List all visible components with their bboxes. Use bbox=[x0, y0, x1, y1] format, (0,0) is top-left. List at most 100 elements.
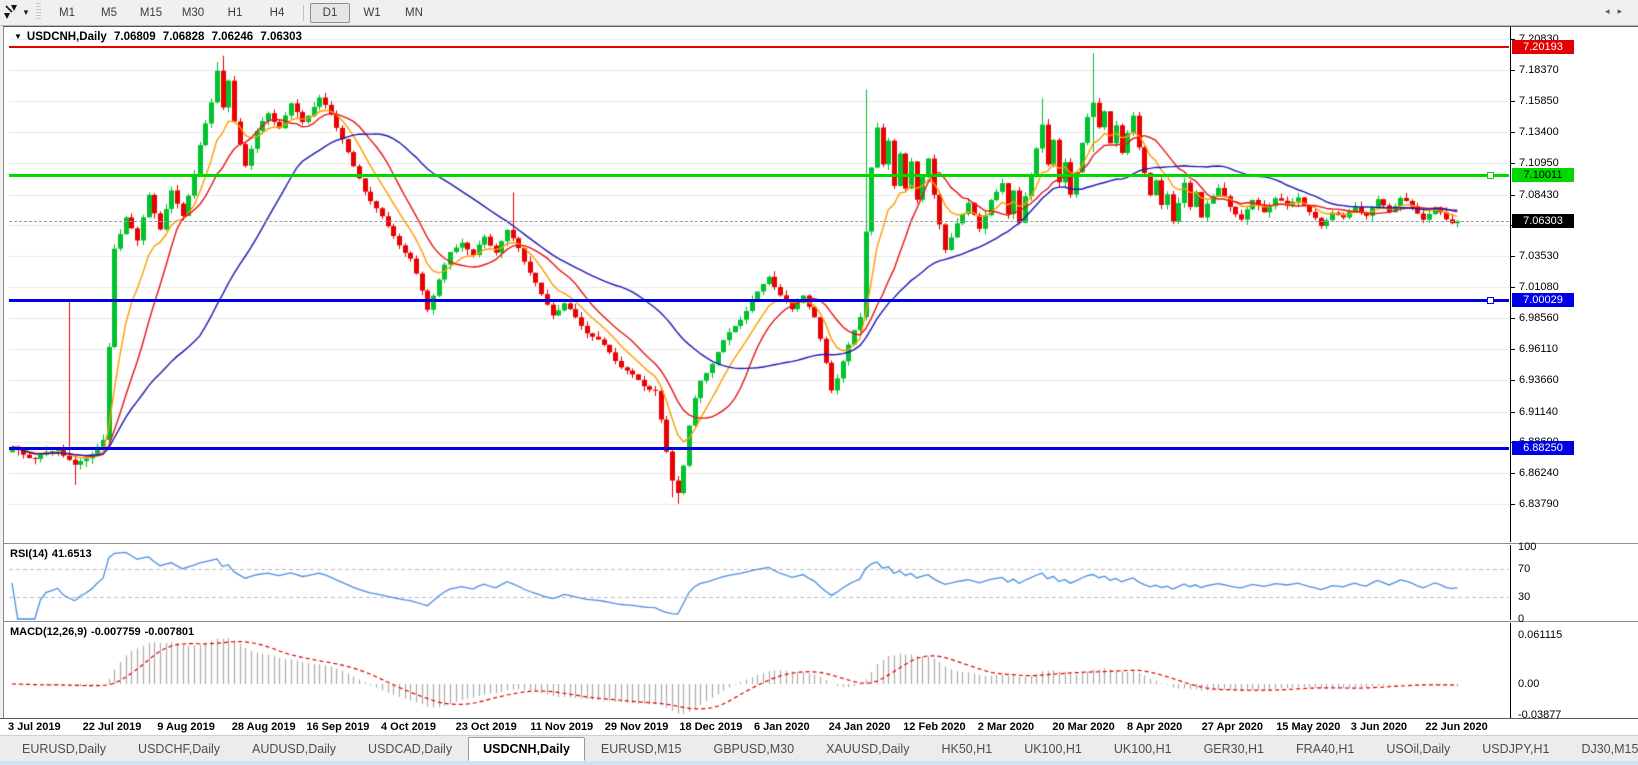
date-label-9: 29 Nov 2019 bbox=[604, 721, 669, 733]
timeframe-button-group: M1 M5 M15 M30 H1 H4 D1 W1 MN bbox=[46, 1, 435, 24]
chart-tab-audusd-daily[interactable]: AUDUSD,Daily bbox=[252, 741, 337, 756]
timeframe-button-W1[interactable]: W1 bbox=[363, 6, 381, 19]
hline-6.88250[interactable] bbox=[9, 446, 1509, 450]
chart-tab-bar: EURUSD,Daily USDCHF,Daily AUDUSD,Daily USDC… bbox=[0, 735, 1638, 761]
chevron-down-icon[interactable]: ▼ bbox=[22, 8, 30, 17]
date-label-19: 3 Jun 2020 bbox=[1350, 721, 1408, 733]
panel-separator[interactable] bbox=[4, 620, 1638, 623]
macd-indicator-label: MACD(12,26,9) -0.007759 -0.007801 bbox=[10, 626, 198, 638]
chart-tab-usdcad-daily[interactable]: USDCAD,Daily bbox=[368, 741, 453, 756]
hline-7.00029[interactable] bbox=[9, 299, 1509, 303]
date-label-18: 15 May 2020 bbox=[1276, 721, 1341, 733]
chart-tab-usdjpy-h1[interactable]: USDJPY,H1 bbox=[1482, 741, 1550, 756]
main-price-plot[interactable]: ▼ USDCNH,Daily 7.06809 7.06828 7.06246 7.… bbox=[4, 27, 1638, 543]
date-label-5: 16 Sep 2019 bbox=[306, 721, 370, 733]
price-tick-label: 7.15850 bbox=[1519, 95, 1559, 108]
tab-scroll-left-icon[interactable]: ◂ bbox=[1604, 6, 1618, 16]
chart-tab-usoil-daily[interactable]: USOil,Daily bbox=[1386, 741, 1451, 756]
price-tick-mark bbox=[1511, 318, 1515, 320]
rsi-canvas[interactable] bbox=[9, 545, 1509, 621]
hline-handle-7.10011[interactable] bbox=[1487, 171, 1494, 179]
chart-tab-hk50-h1[interactable]: HK50,H1 bbox=[941, 741, 993, 756]
price-tick-label: 7.18370 bbox=[1519, 63, 1559, 76]
price-tick-mark bbox=[1511, 162, 1515, 164]
price-tick-label: 6.96110 bbox=[1519, 343, 1558, 356]
price-tick-mark bbox=[1511, 256, 1515, 258]
date-label-14: 2 Mar 2020 bbox=[977, 721, 1035, 733]
macd-canvas[interactable] bbox=[9, 623, 1509, 718]
toolbar-grip-handle[interactable] bbox=[36, 3, 41, 21]
chart-tab-fra40-h1[interactable]: FRA40,H1 bbox=[1296, 741, 1355, 756]
date-label-10: 18 Dec 2019 bbox=[679, 721, 743, 733]
date-label-2: 22 Jul 2019 bbox=[82, 721, 142, 733]
chart-tab-gbpusd-m30[interactable]: GBPUSD,M30 bbox=[713, 741, 795, 756]
rsi-axis-label-70: 70 bbox=[1518, 562, 1531, 575]
date-label-15: 20 Mar 2020 bbox=[1052, 721, 1115, 733]
price-tick-mark bbox=[1511, 411, 1515, 413]
hline-handle-7.00029[interactable] bbox=[1487, 297, 1494, 305]
timeframe-button-M15[interactable]: M15 bbox=[139, 6, 163, 19]
caret-down-icon[interactable]: ▼ bbox=[14, 32, 22, 41]
price-tick-label: 6.83790 bbox=[1519, 497, 1559, 510]
macd-value-2: -0.007801 bbox=[144, 626, 195, 638]
price-tick-label: 7.03530 bbox=[1519, 250, 1559, 263]
price-tick-mark bbox=[1511, 101, 1515, 103]
timeframe-button-MN[interactable]: MN bbox=[405, 6, 423, 19]
ohlc-close: 7.06303 bbox=[260, 31, 302, 43]
chart-symbol-label: USDCNH,Daily bbox=[26, 31, 107, 43]
macd-value-1: -0.007759 bbox=[91, 626, 141, 638]
timeframe-button-M1[interactable]: M1 bbox=[59, 6, 75, 19]
main-chart-canvas[interactable] bbox=[9, 29, 1509, 542]
timeframe-button-D1[interactable]: D1 bbox=[310, 2, 350, 23]
macd-axis-label-0.061115: 0.061115 bbox=[1518, 628, 1563, 641]
timeframe-button-H4[interactable]: H4 bbox=[269, 6, 285, 19]
rsi-indicator-label: RSI(14) 41.6513 bbox=[10, 548, 96, 560]
time-axis[interactable]: 3 Jul 2019 22 Jul 2019 9 Aug 2019 28 Aug 20… bbox=[0, 718, 1638, 736]
chart-tab-usdchf-daily[interactable]: USDCHF,Daily bbox=[138, 741, 220, 756]
price-tick-mark bbox=[1511, 349, 1515, 351]
rsi-value: 41.6513 bbox=[51, 548, 92, 560]
price-level-badge-6.88250: 6.88250 bbox=[1512, 440, 1574, 455]
timeframe-button-M30[interactable]: M30 bbox=[181, 6, 205, 19]
ohlc-open: 7.06809 bbox=[114, 31, 156, 43]
timeframe-button-H1[interactable]: H1 bbox=[227, 6, 243, 19]
cursor-arrows-icon[interactable] bbox=[2, 3, 20, 21]
chart-tab-usdcnh-daily[interactable]: USDCNH,Daily bbox=[468, 736, 585, 761]
rsi-name: RSI(14) bbox=[10, 548, 48, 560]
hline-7.20193[interactable] bbox=[9, 45, 1509, 48]
last-price-badge: 7.06303 bbox=[1512, 214, 1574, 229]
price-tick-label: 6.93660 bbox=[1519, 373, 1559, 386]
timeframe-button-M5[interactable]: M5 bbox=[101, 6, 117, 19]
price-tick-mark bbox=[1511, 132, 1515, 134]
chart-tab-eurusd-m15[interactable]: EURUSD,M15 bbox=[600, 741, 682, 756]
price-tick-mark bbox=[1511, 379, 1515, 381]
chart-tab-uk100-h1[interactable]: UK100,H1 bbox=[1113, 741, 1172, 756]
date-label-3: 9 Aug 2019 bbox=[157, 721, 215, 733]
rsi-axis-label-100: 100 bbox=[1518, 541, 1537, 553]
tab-scroll-right-icon[interactable]: ▸ bbox=[1617, 6, 1630, 16]
panel-separator[interactable] bbox=[4, 542, 1638, 545]
date-label-12: 24 Jan 2020 bbox=[828, 721, 891, 733]
date-label-6: 4 Oct 2019 bbox=[381, 721, 437, 733]
last-price-line bbox=[9, 221, 1509, 223]
chart-tab-dj30-m15[interactable]: DJ30,M15 bbox=[1581, 741, 1638, 756]
price-tick-label: 7.13400 bbox=[1519, 126, 1559, 139]
price-level-badge-7.00029: 7.00029 bbox=[1512, 293, 1574, 308]
chart-window: ▼ USDCNH,Daily 7.06809 7.06828 7.06246 7.… bbox=[3, 26, 1638, 721]
price-tick-mark bbox=[1511, 194, 1515, 196]
date-label-4: 28 Aug 2019 bbox=[231, 721, 296, 733]
price-tick-label: 6.86240 bbox=[1519, 467, 1559, 480]
chart-tab-eurusd-daily[interactable]: EURUSD,Daily bbox=[22, 741, 107, 756]
date-label-8: 11 Nov 2019 bbox=[530, 721, 594, 733]
hline-7.10011[interactable] bbox=[9, 173, 1509, 177]
price-tick-mark bbox=[1511, 69, 1515, 71]
price-tick-label: 7.08430 bbox=[1519, 188, 1559, 201]
chart-tab-uk100-h1[interactable]: UK100,H1 bbox=[1024, 741, 1082, 756]
price-level-badge-7.10011: 7.10011 bbox=[1512, 167, 1574, 182]
macd-name: MACD(12,26,9) bbox=[10, 626, 88, 638]
date-label-20: 22 Jun 2020 bbox=[1425, 721, 1488, 733]
price-axis[interactable]: 7.208307.183707.158507.134007.109507.084… bbox=[1510, 27, 1638, 718]
chart-tab-xauusd-daily[interactable]: XAUUSD,Daily bbox=[826, 741, 910, 756]
chart-tab-ger30-h1[interactable]: GER30,H1 bbox=[1203, 741, 1265, 756]
